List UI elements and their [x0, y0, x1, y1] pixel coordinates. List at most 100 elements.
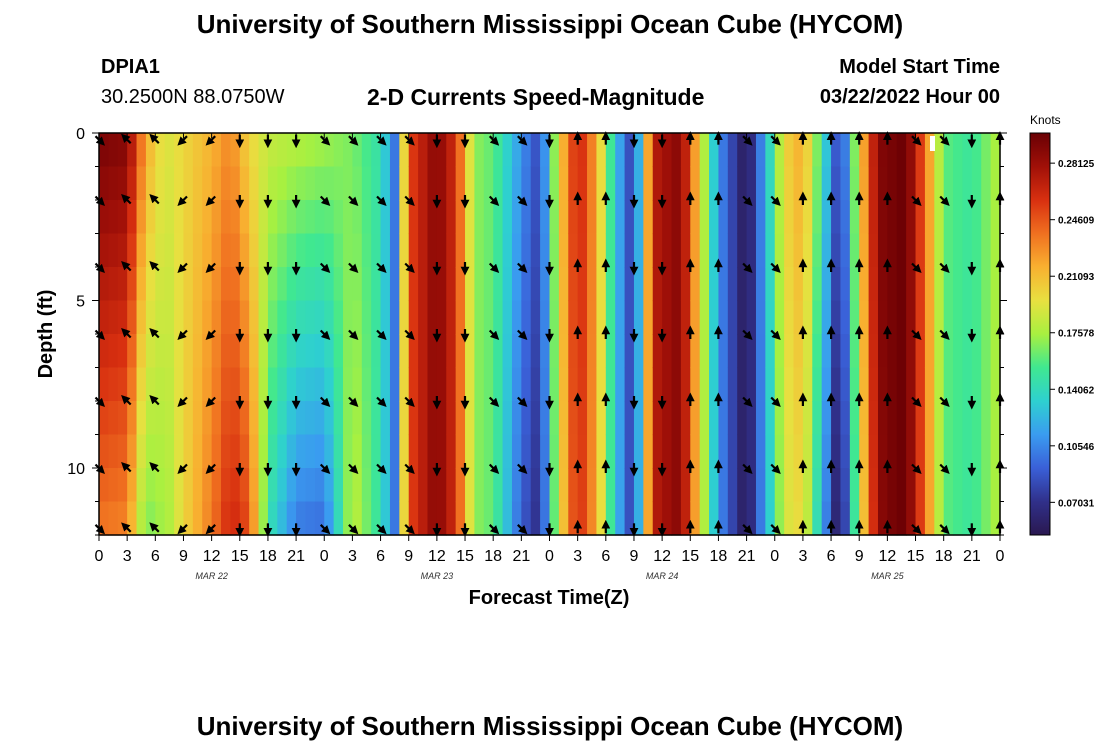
heatmap-cell [380, 401, 391, 436]
heatmap-cell [117, 233, 128, 268]
heatmap-cell [502, 468, 513, 503]
heatmap-cell [943, 468, 954, 503]
heatmap-cell [558, 300, 569, 335]
heatmap-cell [446, 434, 457, 469]
heatmap-cell [267, 300, 278, 335]
heatmap-cell [558, 334, 569, 369]
heatmap-cell [671, 468, 682, 503]
heatmap-cell [784, 367, 795, 402]
heatmap-cell [971, 468, 982, 503]
heatmap-cell [953, 501, 964, 536]
heatmap-cell [145, 401, 156, 436]
heatmap-cell [455, 434, 466, 469]
heatmap-cell [605, 401, 616, 436]
heatmap-cell [408, 367, 419, 402]
heatmap-cell [511, 233, 522, 268]
heatmap-cell [465, 434, 476, 469]
heatmap-cell [324, 468, 335, 503]
heatmap-cell [99, 133, 109, 168]
heatmap-cell [192, 334, 203, 369]
heatmap-cell [624, 233, 635, 268]
heatmap-cell [718, 300, 729, 335]
heatmap-cell [352, 468, 363, 503]
x-tick-label: 3 [573, 548, 582, 565]
heatmap-cell [596, 367, 607, 402]
heatmap-cell [530, 133, 541, 168]
heatmap-cell [699, 267, 710, 302]
heatmap-cell [821, 166, 832, 201]
heatmap-cell [737, 367, 748, 402]
heatmap-cell [249, 233, 260, 268]
heatmap-cell [352, 233, 363, 268]
heatmap-cell [915, 334, 926, 369]
current-vector [149, 194, 160, 205]
heatmap-cell [962, 233, 973, 268]
heatmap-cell [493, 334, 504, 369]
heatmap-cell [718, 367, 729, 402]
heatmap-cell [211, 401, 222, 436]
heatmap-cell [352, 267, 363, 302]
heatmap-cell [117, 434, 128, 469]
heatmap-cell [934, 401, 945, 436]
heatmap-cell [746, 200, 757, 235]
heatmap-cell [399, 300, 410, 335]
heatmap-cell [624, 468, 635, 503]
heatmap-cell [305, 166, 316, 201]
heatmap-cell [718, 233, 729, 268]
heatmap-cell [727, 300, 738, 335]
heatmap-cell [239, 133, 250, 168]
heatmap-cell [718, 434, 729, 469]
heatmap-cell [446, 401, 457, 436]
heatmap-cell [568, 501, 579, 536]
heatmap-cell [436, 434, 447, 469]
heatmap-cell [915, 434, 926, 469]
heatmap-cell [633, 334, 644, 369]
heatmap-cell [324, 133, 335, 168]
heatmap-cell [934, 233, 945, 268]
heatmap-cell [249, 300, 260, 335]
heatmap-cell [174, 501, 185, 536]
heatmap-cell [230, 300, 241, 335]
heatmap-cell [389, 267, 400, 302]
heatmap-cell [840, 401, 851, 436]
heatmap-cell [821, 401, 832, 436]
heatmap-cell [934, 300, 945, 335]
current-vector [742, 524, 753, 535]
heatmap-cell [953, 434, 964, 469]
heatmap-cell [427, 401, 438, 436]
heatmap-cell [474, 468, 485, 503]
heatmap-cell [483, 200, 494, 235]
heatmap-cell [943, 133, 954, 168]
heatmap-cell [718, 200, 729, 235]
heatmap-cell [868, 334, 879, 369]
heatmap-cell [662, 166, 673, 201]
heatmap-cell [230, 200, 241, 235]
x-tick-label: 12 [203, 548, 221, 565]
heatmap-cell [624, 367, 635, 402]
heatmap-cell [906, 401, 917, 436]
heatmap-cell [540, 401, 551, 436]
heatmap-cell [127, 133, 138, 168]
x-tick-label: 15 [456, 548, 474, 565]
heatmap-cell [108, 200, 119, 235]
heatmap-cell [202, 166, 213, 201]
current-vector [319, 524, 331, 535]
heatmap-cell [540, 334, 551, 369]
heatmap-cell [343, 200, 354, 235]
heatmap-cell [164, 367, 175, 402]
heatmap-cell [418, 200, 429, 235]
x-tick-label: 3 [123, 548, 132, 565]
heatmap-cell [690, 434, 701, 469]
heatmap-cell [371, 300, 382, 335]
heatmap-cell [436, 233, 447, 268]
heatmap-cell [277, 267, 288, 302]
current-vector [149, 522, 160, 533]
heatmap-cell [371, 200, 382, 235]
heatmap-cell [784, 133, 795, 168]
heatmap-cell [127, 468, 138, 503]
heatmap-cell [587, 501, 598, 536]
heatmap-cell [230, 267, 241, 302]
heatmap-cell [108, 434, 119, 469]
heatmap-cell [953, 367, 964, 402]
heatmap-cell [267, 468, 278, 503]
